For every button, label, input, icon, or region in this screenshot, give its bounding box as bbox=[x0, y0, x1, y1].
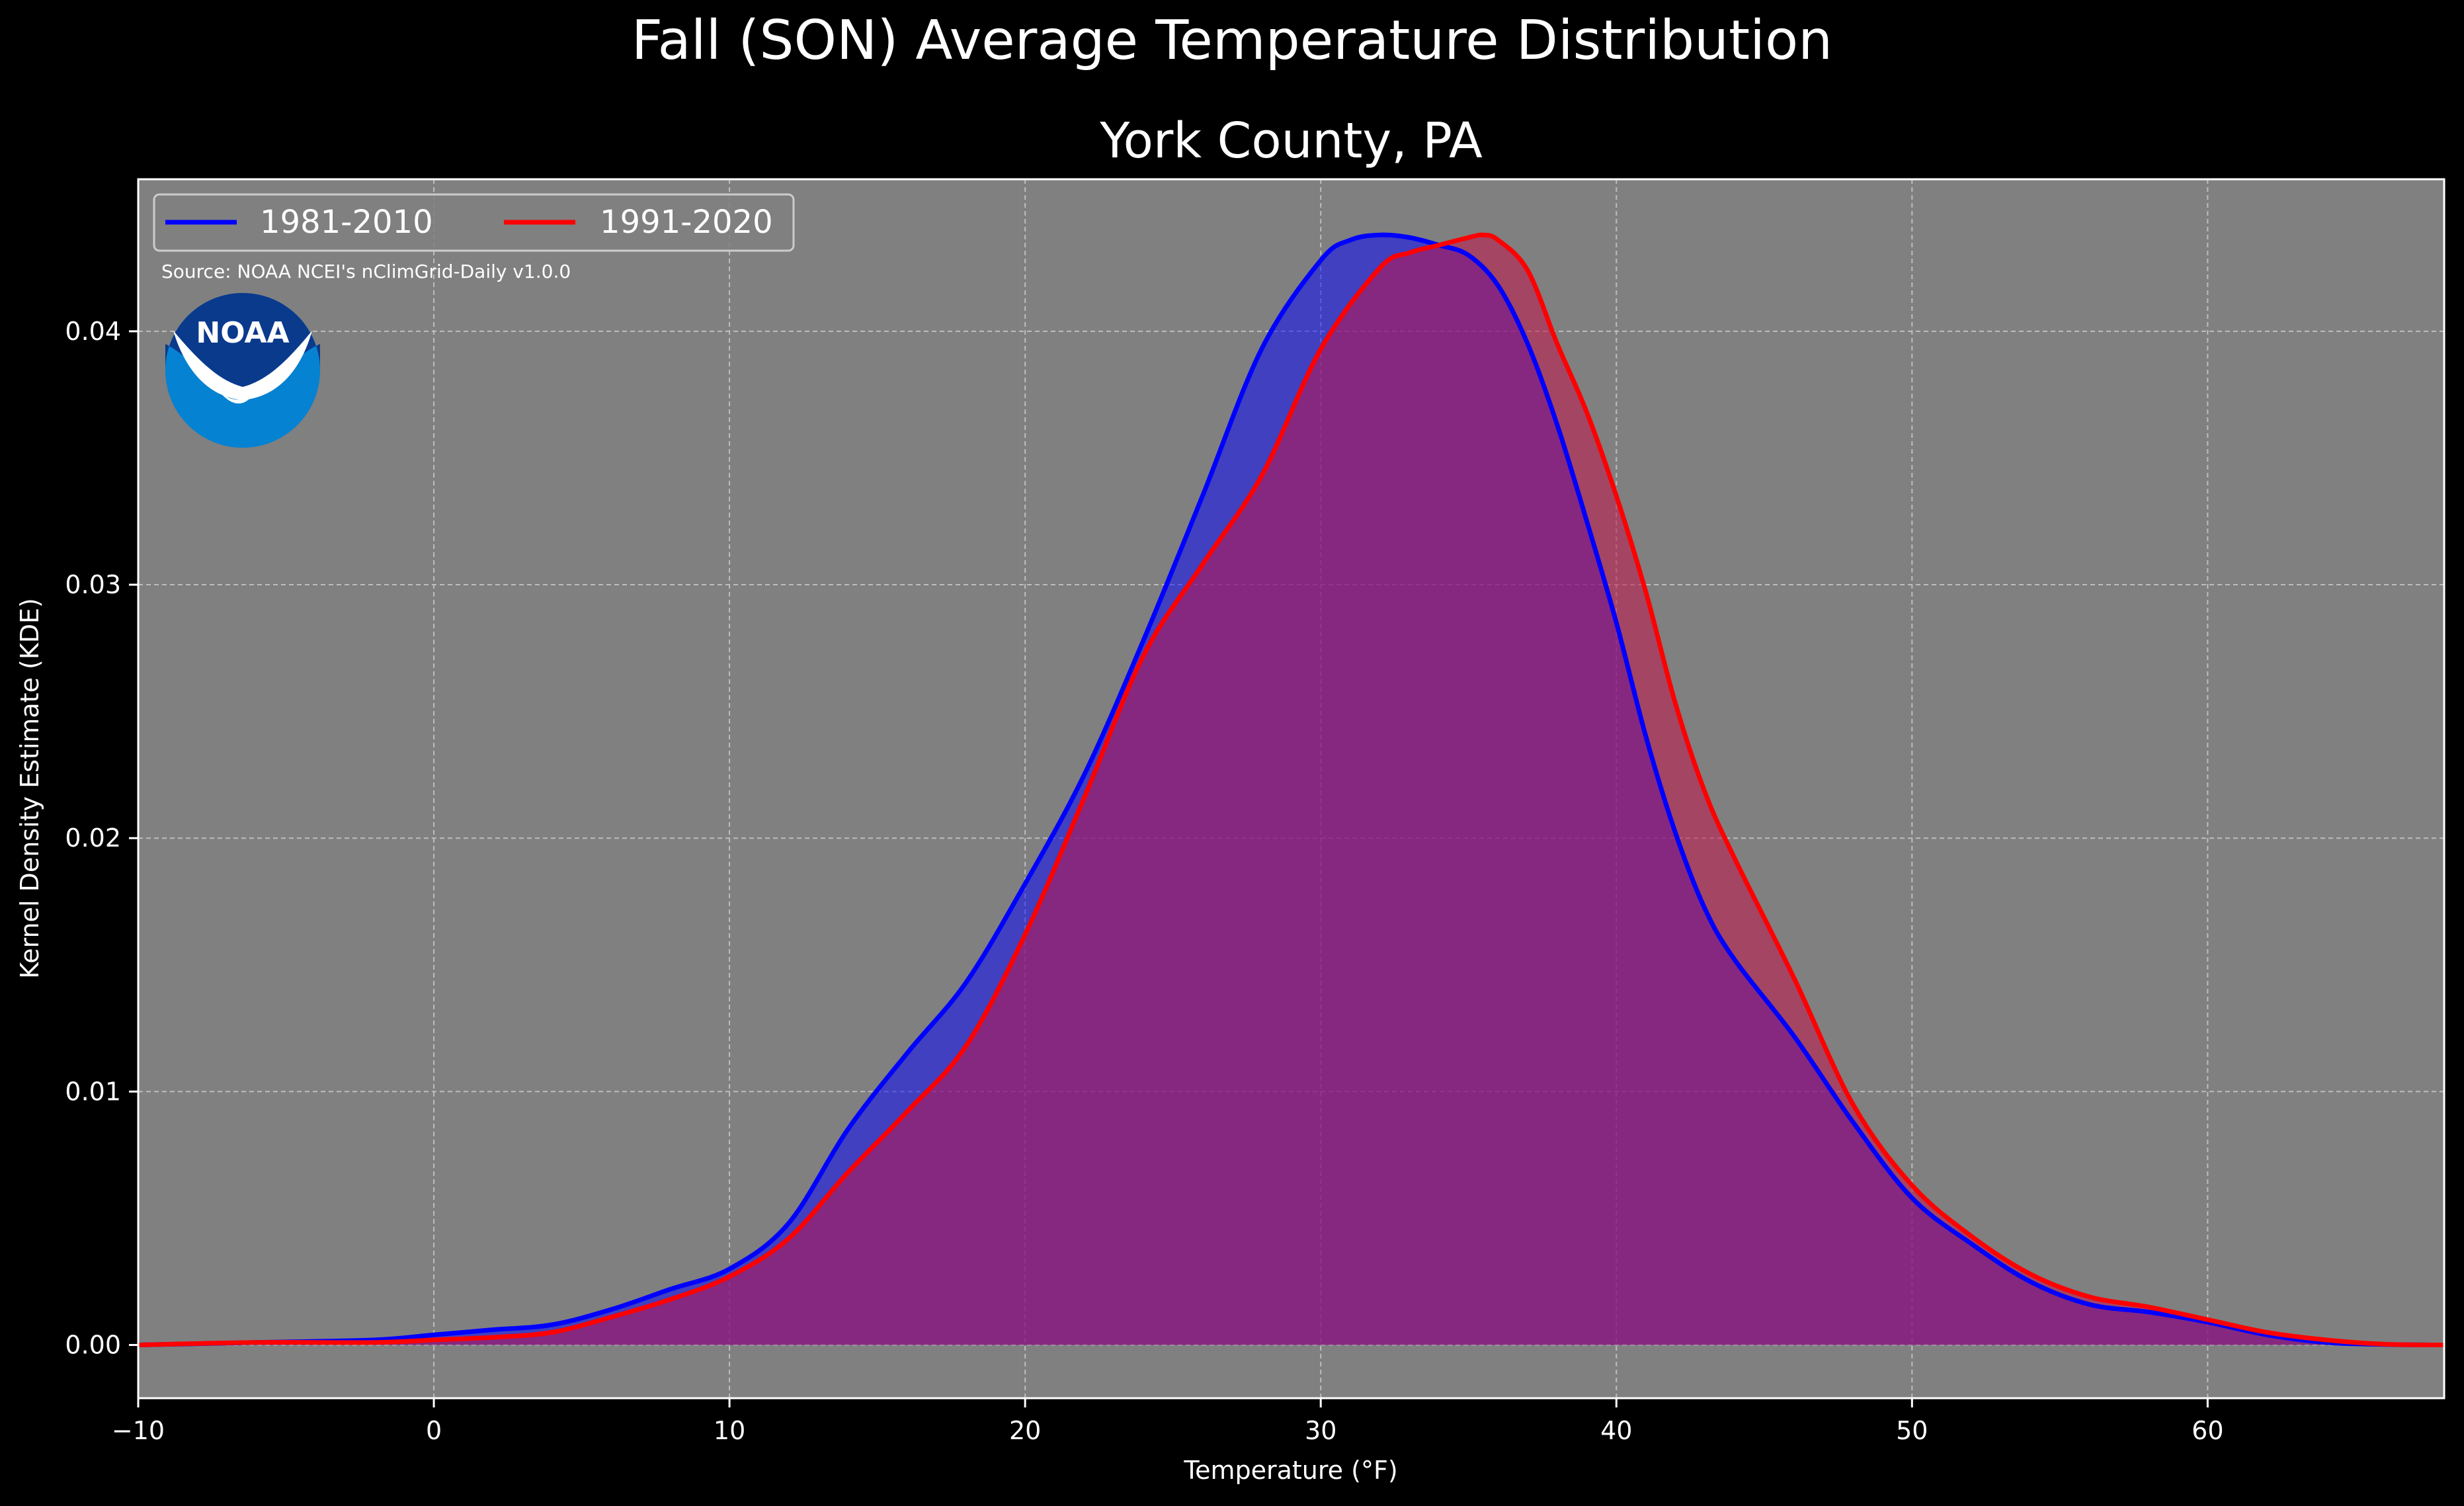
figure-suptitle: Fall (SON) Average Temperature Distribut… bbox=[631, 9, 1833, 72]
series-fill-1991-2020 bbox=[138, 235, 2444, 1345]
series-line-1991-2020 bbox=[138, 232, 2444, 1348]
noaa-logo: NOAA bbox=[165, 293, 320, 448]
x-tick-label: 40 bbox=[1600, 1416, 1632, 1445]
plot-frame bbox=[137, 178, 2445, 1400]
series-fills bbox=[138, 235, 2444, 1345]
legend-label-1981-2010: 1981-2010 bbox=[260, 204, 433, 241]
y-tick-label: 0.01 bbox=[65, 1077, 121, 1106]
series-lines bbox=[138, 232, 2444, 1348]
axes-title: York County, PA bbox=[1100, 112, 1483, 169]
noaa-logo-text: NOAA bbox=[196, 316, 289, 350]
x-axis-label: Temperature (°F) bbox=[1183, 1456, 1397, 1485]
x-tick-label: 20 bbox=[1009, 1416, 1041, 1445]
x-tick-label: 30 bbox=[1305, 1416, 1336, 1445]
x-tick-label: 60 bbox=[2192, 1416, 2223, 1445]
y-tick-label: 0.02 bbox=[65, 823, 121, 853]
y-axis-label: Kernel Density Estimate (KDE) bbox=[15, 598, 44, 979]
legend: 1981-2010 1991-2020 bbox=[153, 193, 795, 252]
y-axis-ticks: 0.00 0.01 0.02 0.03 0.04 bbox=[65, 317, 138, 1360]
source-note: Source: NOAA NCEI's nClimGrid-Daily v1.0… bbox=[161, 261, 571, 282]
y-tick-label: 0.04 bbox=[65, 317, 121, 346]
x-tick-label: −10 bbox=[112, 1416, 165, 1445]
legend-label-1991-2020: 1991-2020 bbox=[600, 204, 773, 241]
legend-box bbox=[153, 193, 795, 252]
x-tick-label: 50 bbox=[1896, 1416, 1928, 1445]
series-line-1981-2010 bbox=[138, 232, 2444, 1348]
x-tick-label: 10 bbox=[714, 1416, 745, 1445]
y-tick-label: 0.00 bbox=[65, 1331, 121, 1360]
x-tick-label: 0 bbox=[426, 1416, 442, 1445]
x-axis-ticks: −10 0 10 20 30 40 50 60 bbox=[112, 1398, 2224, 1445]
y-tick-label: 0.03 bbox=[65, 570, 121, 599]
